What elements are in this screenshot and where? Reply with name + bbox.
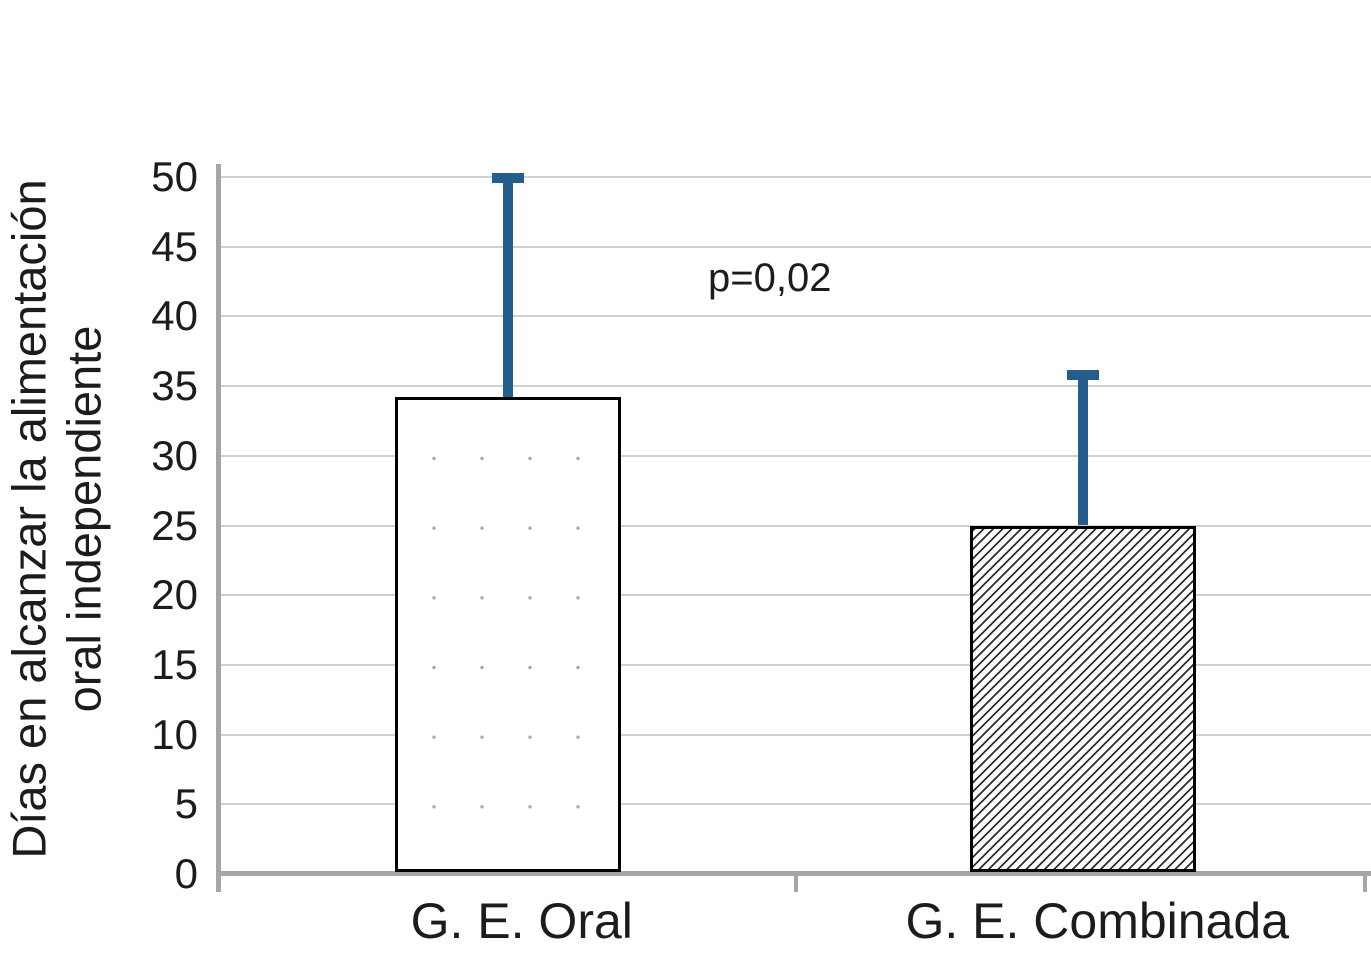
error-bar-stem-1 [502, 178, 513, 398]
p-value-annotation: p=0,02 [708, 256, 832, 300]
gridline-15 [220, 663, 1371, 666]
error-bar-cap-2 [1067, 369, 1100, 380]
gridline-10 [220, 733, 1371, 736]
gridline-30 [220, 454, 1371, 457]
bar-1 [394, 397, 621, 872]
y-axis-line [216, 164, 221, 892]
y-tick-label: 0 [174, 850, 198, 897]
x-axis-label-1: G. E. Oral [410, 893, 633, 949]
gridline-25 [220, 524, 1371, 527]
y-tick-label: 20 [151, 571, 198, 619]
y-tick-label: 45 [151, 222, 198, 270]
category-separator-tick [793, 874, 798, 892]
gridline-5 [220, 803, 1371, 806]
y-tick-label: 15 [151, 640, 198, 688]
error-bar-cap-1 [491, 173, 524, 184]
y-tick-label: 40 [151, 292, 198, 340]
gridline-45 [220, 245, 1371, 248]
y-tick-label: 30 [151, 431, 198, 479]
y-tick-label: 10 [151, 710, 198, 758]
gridline-40 [220, 315, 1371, 318]
y-tick-label: 5 [174, 780, 198, 828]
y-tick-label: 25 [151, 501, 198, 549]
x-axis-label-2: G. E. Combinada [905, 893, 1290, 949]
axis-end-tick [1363, 874, 1367, 892]
y-tick-label: 35 [151, 362, 198, 410]
gridline-20 [220, 594, 1371, 597]
y-axis-title-line1: Días en alcanzar la alimentación [2, 179, 56, 859]
gridline-50 [220, 176, 1371, 178]
x-axis-line [216, 871, 1371, 876]
gridline-35 [220, 385, 1371, 388]
error-bar-stem-2 [1078, 374, 1089, 526]
y-tick-label: 50 [151, 153, 198, 200]
bar-2 [970, 525, 1197, 872]
